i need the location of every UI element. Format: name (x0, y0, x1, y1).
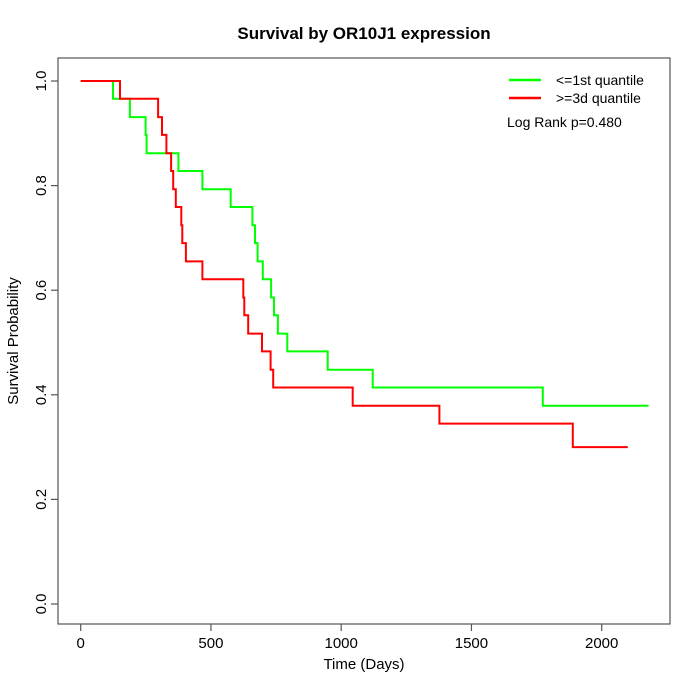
plot-title: Survival by OR10J1 expression (237, 24, 490, 43)
y-tick-label: 0.0 (33, 594, 50, 615)
x-tick-label: 1500 (455, 635, 488, 652)
x-tick-label: 500 (198, 635, 223, 652)
log-rank-annotation: Log Rank p=0.480 (507, 114, 622, 130)
y-axis-label: Survival Probability (5, 277, 22, 405)
legend: <=1st quantile >=3d quantile Log Rank p=… (507, 72, 644, 130)
legend-label-group2: >=3d quantile (556, 90, 641, 106)
legend-label-group1: <=1st quantile (556, 72, 644, 88)
y-tick-label: 0.8 (33, 175, 50, 196)
x-tick-label: 0 (77, 635, 85, 652)
y-tick-label: 0.2 (33, 489, 50, 510)
x-axis-ticks: 0 500 1000 1500 2000 (77, 624, 618, 652)
plot-box (57, 57, 671, 625)
y-tick-label: 0.4 (33, 384, 50, 405)
y-tick-label: 0.6 (33, 280, 50, 301)
x-axis-label: Time (Days) (323, 656, 404, 673)
x-tick-label: 1000 (325, 635, 358, 652)
y-tick-label: 1.0 (33, 71, 50, 92)
survival-curves (80, 80, 649, 449)
y-axis-ticks: 0.0 0.2 0.4 0.6 0.8 1.0 (33, 71, 58, 615)
x-tick-label: 2000 (585, 635, 618, 652)
survival-curve-first-quantile (80, 80, 649, 407)
survival-curve-third-quantile (80, 80, 628, 449)
